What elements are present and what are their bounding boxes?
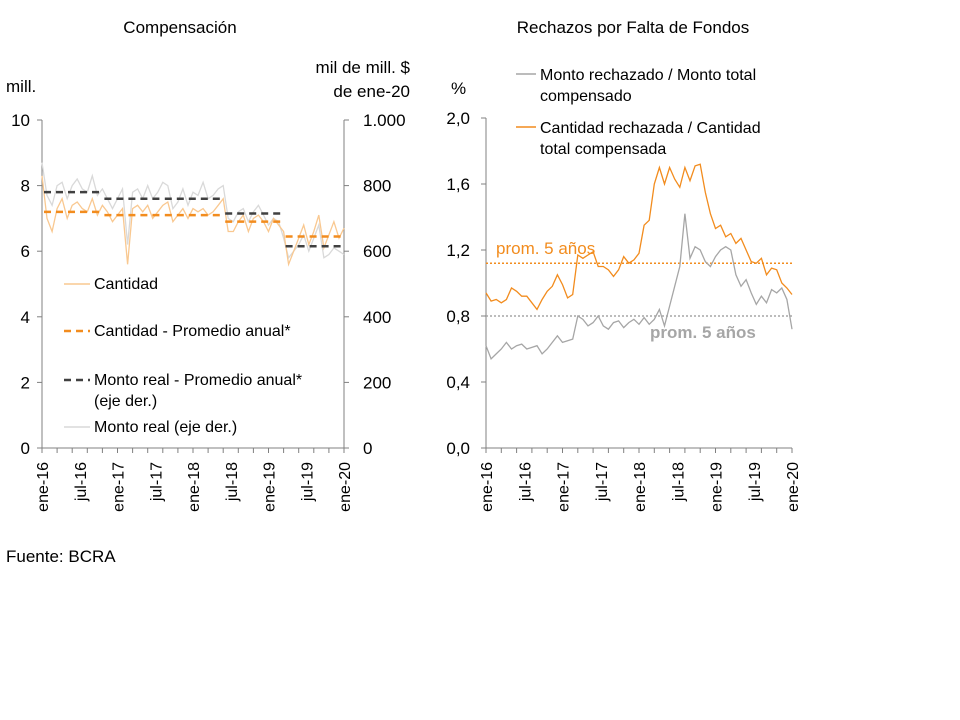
left-y-tick-label: 4 <box>21 308 30 327</box>
legend-label-monto-promedio: Monto real - Promedio anual* <box>94 372 302 389</box>
compensacion-axes: 0 2 4 6 8 10 0 200 400 600 800 1.000 ene-16 jul-16 ene… <box>11 111 405 512</box>
legend-label-cantidad-promedio: Cantidad - Promedio anual* <box>94 323 291 340</box>
cantidad-rechazada-line <box>485 163 793 311</box>
x-tick-label: jul-19 <box>747 462 764 502</box>
monto-rechazado-line <box>485 213 793 361</box>
legend-label-monto-promedio-line2: (eje der.) <box>94 393 157 410</box>
legend-label-monto-rechazado: Monto rechazado / Monto total <box>540 67 756 84</box>
y-tick-label: 1,6 <box>446 175 470 194</box>
right-y-tick-label: 0 <box>363 439 372 458</box>
left-y-tick-label: 2 <box>21 373 30 392</box>
rechazos-series: prom. 5 años prom. 5 años <box>485 163 793 361</box>
rechazos-chart: Rechazos por Falta de Fondos % 0,0 0,4 0,8… <box>446 18 802 512</box>
left-y-tick-label: 8 <box>21 177 30 196</box>
x-tick-label: ene-16 <box>479 462 496 512</box>
rechazos-axes: 0,0 0,4 0,8 1,2 1,6 2,0 ene-16 jul-16 ene-17 jul-… <box>446 109 802 512</box>
x-tick-label: jul-18 <box>670 462 687 502</box>
legend-label-monto-rechazado-line2: compensado <box>540 88 632 105</box>
chart-title-rechazos: Rechazos por Falta de Fondos <box>517 18 749 37</box>
x-tick-label: jul-18 <box>224 462 241 502</box>
compensacion-series <box>41 162 345 267</box>
right-axis-unit-label-line1: mil de mill. $ <box>316 58 411 77</box>
reference-label-gray: prom. 5 años <box>650 323 756 342</box>
y-tick-label: 1,2 <box>446 241 470 260</box>
compensacion-chart: Compensación mill. mil de mill. $ de ene… <box>6 18 411 512</box>
reference-label-orange: prom. 5 años <box>496 239 595 258</box>
source-note: Fuente: BCRA <box>6 547 116 566</box>
right-y-tick-label: 1.000 <box>363 111 406 130</box>
y-tick-label: 0,4 <box>446 373 470 392</box>
y-tick-label: 0,8 <box>446 307 470 326</box>
legend-label-monto-real: Monto real (eje der.) <box>94 419 237 436</box>
x-tick-label: ene-17 <box>556 462 573 512</box>
x-tick-label: jul-17 <box>594 462 611 502</box>
right-y-tick-label: 800 <box>363 177 391 196</box>
x-tick-label: ene-18 <box>632 462 649 512</box>
y-tick-label: 0,0 <box>446 439 470 458</box>
x-tick-label: ene-20 <box>337 462 354 512</box>
left-y-tick-label: 6 <box>21 242 30 261</box>
legend-label-cantidad-rechazada-line2: total compensada <box>540 141 666 158</box>
left-axis-unit-label: mill. <box>6 77 36 96</box>
legend-label-cantidad-rechazada: Cantidad rechazada / Cantidad <box>540 120 761 137</box>
x-tick-label: ene-20 <box>785 462 802 512</box>
x-tick-label: jul-16 <box>517 462 534 502</box>
right-y-tick-label: 400 <box>363 308 391 327</box>
left-y-tick-label: 0 <box>21 439 30 458</box>
x-tick-label: ene-19 <box>262 462 279 512</box>
rechazos-legend: Monto rechazado / Monto total compensado… <box>516 67 761 158</box>
compensacion-legend: Cantidad Cantidad - Promedio anual* Mont… <box>64 276 302 436</box>
right-axis-unit-label-line2: de ene-20 <box>333 82 410 101</box>
cantidad-line <box>41 175 345 267</box>
x-tick-label: jul-17 <box>148 462 165 502</box>
x-tick-label: jul-16 <box>73 462 90 502</box>
right-chart-unit-label: % <box>451 79 466 98</box>
x-tick-label: ene-17 <box>111 462 128 512</box>
legend-label-cantidad: Cantidad <box>94 276 158 293</box>
y-tick-label: 2,0 <box>446 109 470 128</box>
x-tick-label: ene-18 <box>186 462 203 512</box>
x-tick-label: ene-19 <box>709 462 726 512</box>
right-y-tick-label: 200 <box>363 373 391 392</box>
left-y-tick-label: 10 <box>11 111 30 130</box>
x-tick-label: ene-16 <box>35 462 52 512</box>
x-tick-label: jul-19 <box>299 462 316 502</box>
right-y-tick-label: 600 <box>363 242 391 261</box>
chart-title-compensacion: Compensación <box>123 18 236 37</box>
